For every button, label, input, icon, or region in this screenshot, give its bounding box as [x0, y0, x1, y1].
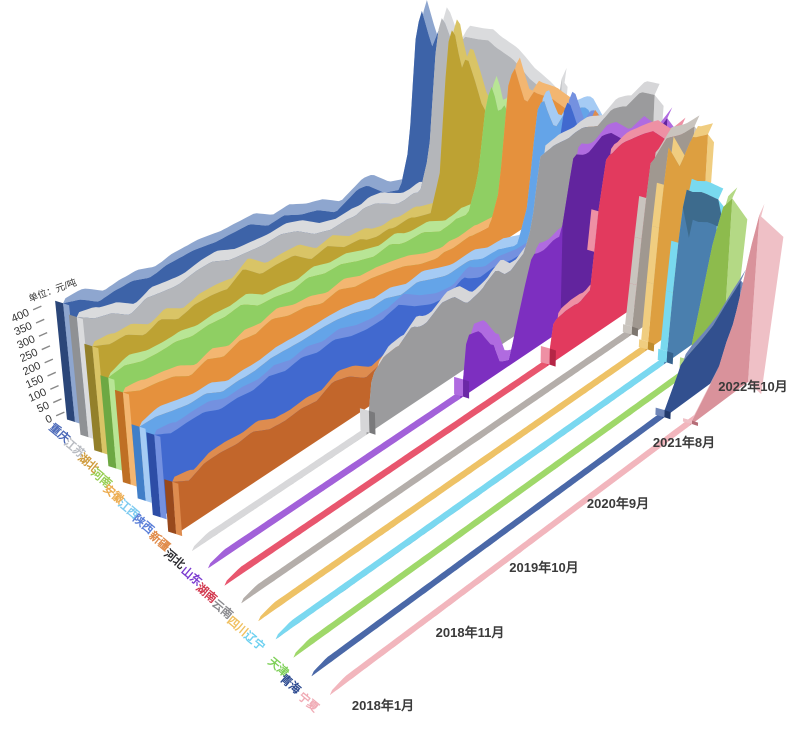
svg-text:2018年1月: 2018年1月: [352, 698, 414, 713]
svg-text:2018年11月: 2018年11月: [436, 625, 505, 640]
svg-text:50: 50: [35, 400, 51, 416]
svg-text:2019年10月: 2019年10月: [509, 560, 578, 575]
svg-text:2022年10月: 2022年10月: [718, 379, 787, 394]
svg-text:2021年8月: 2021年8月: [653, 435, 715, 450]
svg-text:2020年9月: 2020年9月: [587, 496, 649, 511]
svg-text:0: 0: [44, 413, 54, 426]
